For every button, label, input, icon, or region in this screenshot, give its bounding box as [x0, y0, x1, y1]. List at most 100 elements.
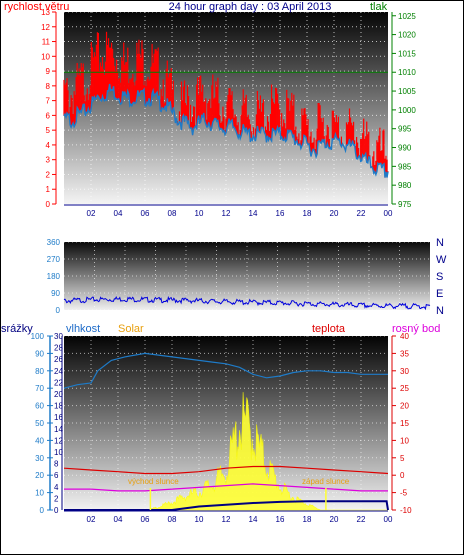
wind-x-tick-label: 06 — [141, 209, 150, 218]
humidity-axis-tick-label: 24 — [54, 367, 63, 376]
climate-x-tick-label: 16 — [276, 515, 285, 524]
temperature-axis-tick-label: -5 — [400, 489, 408, 498]
wind-x-tick-label: 12 — [222, 209, 231, 218]
humidity-axis-tick-label: 14 — [54, 425, 63, 434]
temperature-line — [63, 465, 389, 475]
humidity-line — [63, 352, 388, 389]
pressure-axis-tick-label: 975 — [398, 200, 412, 209]
humidity-axis-tick-label: 28 — [54, 344, 63, 353]
rain-axis-tick-label: 20 — [35, 471, 44, 480]
temperature-axis-tick-label: 30 — [400, 367, 409, 376]
direction-line — [63, 295, 431, 311]
compass-label: W — [436, 254, 447, 266]
dewpoint-line — [64, 483, 388, 492]
rain-axis-tick-label: 70 — [35, 384, 44, 393]
direction-axis-tick-label: 0 — [56, 306, 61, 315]
wind-x-tick-label: 14 — [249, 209, 258, 218]
humidity-axis-tick-label: 22 — [54, 378, 63, 387]
humidity-axis-tick-label: 18 — [54, 402, 63, 411]
direction-axis-tick-label: 90 — [51, 289, 60, 298]
temperature-axis-tick-label: 15 — [400, 419, 409, 428]
pressure-axis-tick-label: 1025 — [398, 12, 416, 21]
rain-axis-tick-label: 40 — [35, 436, 44, 445]
wind-axis-label: rychlost větru — [4, 1, 69, 13]
temperature-axis-tick-label: -10 — [400, 506, 412, 515]
rain-axis-tick-label: 30 — [35, 454, 44, 463]
temperature-axis-tick-label: 35 — [400, 349, 409, 358]
rain-axis-tick-label: 50 — [35, 419, 44, 428]
rain-line — [64, 500, 389, 511]
pressure-axis-tick-label: 985 — [398, 162, 412, 171]
chart-title: 24 hour graph day : 03 April 2013 — [169, 1, 332, 13]
direction-axis-tick-label: 360 — [47, 238, 61, 247]
wind-x-tick-label: 10 — [195, 209, 204, 218]
wind-x-tick-label: 00 — [384, 209, 393, 218]
wind-x-tick-label: 04 — [114, 209, 123, 218]
temperature-axis-tick-label: 5 — [400, 454, 405, 463]
wind-axis-tick-label: 13 — [41, 8, 50, 17]
compass-label: E — [436, 288, 443, 300]
humidity-axis-label: vlhkost — [66, 323, 100, 335]
dewpoint-label: rosný bod — [392, 323, 440, 335]
climate-x-tick-label: 02 — [87, 515, 96, 524]
temperature-axis-label: teplota — [312, 323, 346, 335]
direction-axis-tick-label: 180 — [47, 272, 61, 281]
pressure-axis-tick-label: 1005 — [398, 87, 416, 96]
rain-axis-tick-label: 60 — [35, 402, 44, 411]
wind-axis-tick-label: 0 — [46, 200, 51, 209]
wind-axis-tick-label: 2 — [46, 170, 51, 179]
direction-axis-tick-label: 270 — [47, 255, 61, 264]
climate-x-tick-label: 12 — [222, 515, 231, 524]
sunrise-annotation: východ slunce — [128, 477, 179, 486]
sunset-annotation: západ slunce — [302, 477, 350, 486]
climate-x-tick-label: 20 — [330, 515, 339, 524]
wind-x-tick-label: 16 — [276, 209, 285, 218]
humidity-axis-tick-label: 16 — [54, 413, 63, 422]
pressure-axis-label: tlak — [370, 1, 388, 13]
rain-axis-tick-label: 0 — [40, 506, 45, 515]
humidity-axis-tick-label: 8 — [54, 460, 59, 469]
humidity-axis-tick-label: 12 — [54, 436, 63, 445]
wind-x-tick-label: 20 — [330, 209, 339, 218]
solar-label: Solar — [118, 323, 144, 335]
temperature-axis-tick-label: 0 — [400, 471, 405, 480]
pressure-axis-tick-label: 980 — [398, 181, 412, 190]
wind-axis-tick-label: 9 — [46, 67, 51, 76]
wind-x-tick-label: 18 — [303, 209, 312, 218]
wind-x-tick-label: 08 — [168, 209, 177, 218]
wind-axis-tick-label: 7 — [46, 97, 51, 106]
humidity-axis-tick-label: 26 — [54, 355, 63, 364]
climate-x-tick-label: 04 — [114, 515, 123, 524]
temperature-axis-tick-label: 10 — [400, 436, 409, 445]
compass-label: S — [436, 271, 443, 283]
temperature-axis-tick-label: 20 — [400, 402, 409, 411]
compass-label: N — [436, 305, 444, 317]
rain-axis-tick-label: 90 — [35, 349, 44, 358]
direction-panel-background — [64, 242, 430, 310]
climate-x-tick-label: 06 — [141, 515, 150, 524]
wind-x-tick-label: 02 — [87, 209, 96, 218]
pressure-axis-tick-label: 1020 — [398, 31, 416, 40]
climate-x-tick-label: 18 — [303, 515, 312, 524]
climate-x-tick-label: 00 — [384, 515, 393, 524]
wind-average-line — [63, 83, 389, 178]
pressure-axis-tick-label: 1010 — [398, 68, 416, 77]
wind-axis-tick-label: 5 — [46, 126, 51, 135]
climate-x-tick-label: 22 — [357, 515, 366, 524]
humidity-axis-tick-label: 0 — [54, 506, 59, 515]
temperature-axis-tick-label: 25 — [400, 384, 409, 393]
humidity-axis-tick-label: 10 — [54, 448, 63, 457]
wind-axis-tick-label: 6 — [46, 111, 51, 120]
wind-axis-tick-label: 4 — [46, 141, 51, 150]
wind-axis-tick-label: 8 — [46, 82, 51, 91]
wind-axis-tick-label: 3 — [46, 156, 51, 165]
climate-x-tick-label: 10 — [195, 515, 204, 524]
wind-axis-tick-label: 10 — [41, 52, 50, 61]
humidity-axis-tick-label: 6 — [54, 471, 59, 480]
humidity-axis-tick-label: 4 — [54, 483, 59, 492]
climate-x-tick-label: 08 — [168, 515, 177, 524]
wind-x-tick-label: 22 — [357, 209, 366, 218]
wind-axis-tick-label: 1 — [46, 185, 51, 194]
rain-axis-label: srážky — [1, 323, 33, 335]
